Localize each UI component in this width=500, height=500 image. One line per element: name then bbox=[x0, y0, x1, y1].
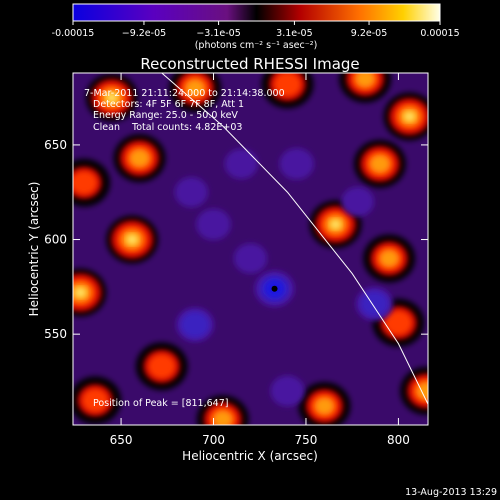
hot-spot bbox=[273, 73, 302, 98]
y-tick-label: 600 bbox=[44, 233, 67, 247]
cold-spot bbox=[196, 208, 231, 241]
hot-spot bbox=[330, 219, 342, 230]
cold-spot bbox=[233, 243, 268, 274]
hot-spot bbox=[212, 410, 233, 425]
colorbar-tick-label: −9.2e-05 bbox=[122, 28, 166, 39]
cold-spot bbox=[279, 148, 314, 180]
colorbar-tick-label: -0.00015 bbox=[52, 28, 95, 39]
hot-spot bbox=[126, 234, 138, 245]
x-axis-label: Heliocentric X (arcsec) bbox=[182, 449, 318, 463]
hot-spot bbox=[379, 249, 399, 268]
peak-marker bbox=[271, 285, 278, 292]
plot-frame bbox=[72, 72, 429, 426]
colorbar-tick-label: −3.1e-05 bbox=[196, 28, 240, 39]
hot-spot bbox=[416, 382, 428, 400]
x-tick-label: 700 bbox=[202, 433, 225, 447]
hot-spot bbox=[185, 79, 205, 98]
solar-limb-curve bbox=[161, 73, 428, 405]
annotation-detectors: Detectors: 4F 5F 6F 7F 8F, Att 1 bbox=[93, 99, 244, 110]
colorbar bbox=[72, 3, 441, 22]
colorbar-tick-label: 0.00015 bbox=[420, 28, 459, 39]
x-tick-label: 650 bbox=[110, 433, 133, 447]
hot-spot bbox=[369, 154, 391, 174]
hot-spot bbox=[147, 353, 176, 380]
hot-spot bbox=[403, 111, 416, 122]
heatmap bbox=[73, 73, 428, 425]
hot-spot bbox=[384, 310, 413, 336]
cold-spot bbox=[270, 375, 305, 407]
chart-title: Reconstructed RHESSI Image bbox=[140, 55, 359, 73]
annotation-time-range: 7-Mar-2011 21:11:24.000 to 21:14:38.000 bbox=[84, 88, 285, 99]
cold-spot bbox=[360, 291, 389, 317]
x-axis: 650 700 750 800 bbox=[110, 73, 410, 447]
y-tick-label: 650 bbox=[44, 138, 67, 152]
x-tick-label: 800 bbox=[387, 433, 410, 447]
hot-spot bbox=[355, 73, 375, 88]
cold-spot bbox=[341, 186, 375, 217]
x-tick-label: 750 bbox=[295, 433, 318, 447]
hot-spot bbox=[74, 287, 87, 298]
y-axis: 550 600 650 bbox=[44, 138, 428, 341]
hot-spot bbox=[314, 397, 335, 415]
hot-spot bbox=[81, 388, 109, 413]
annotation-clean-counts: Clean Total counts: 4.82E+03 bbox=[93, 122, 242, 133]
y-axis-label: Heliocentric Y (arcsec) bbox=[27, 182, 41, 317]
footer-date: 13-Aug-2013 13:29 bbox=[405, 487, 497, 498]
colorbar-units: (photons cm⁻² s⁻¹ asec⁻²) bbox=[195, 40, 318, 51]
peak-position-label: Position of Peak = [811,647] bbox=[93, 398, 228, 409]
colorbar-tick-label: 9.2e-05 bbox=[351, 28, 387, 39]
hot-spot bbox=[106, 92, 118, 103]
cold-spot bbox=[174, 177, 208, 208]
colorbar-tick-label: 3.1e-05 bbox=[276, 28, 312, 39]
y-tick-label: 550 bbox=[44, 327, 67, 341]
annotation-energy-range: Energy Range: 25.0 - 50.0 keV bbox=[93, 110, 238, 121]
hot-spot bbox=[73, 170, 98, 195]
hot-spot bbox=[129, 148, 150, 168]
colorbar-ticks: -0.00015 −9.2e-05 −3.1e-05 3.1e-05 9.2e-05 0.… bbox=[52, 21, 460, 39]
cold-spot bbox=[180, 311, 210, 338]
cold-spot bbox=[224, 148, 258, 179]
